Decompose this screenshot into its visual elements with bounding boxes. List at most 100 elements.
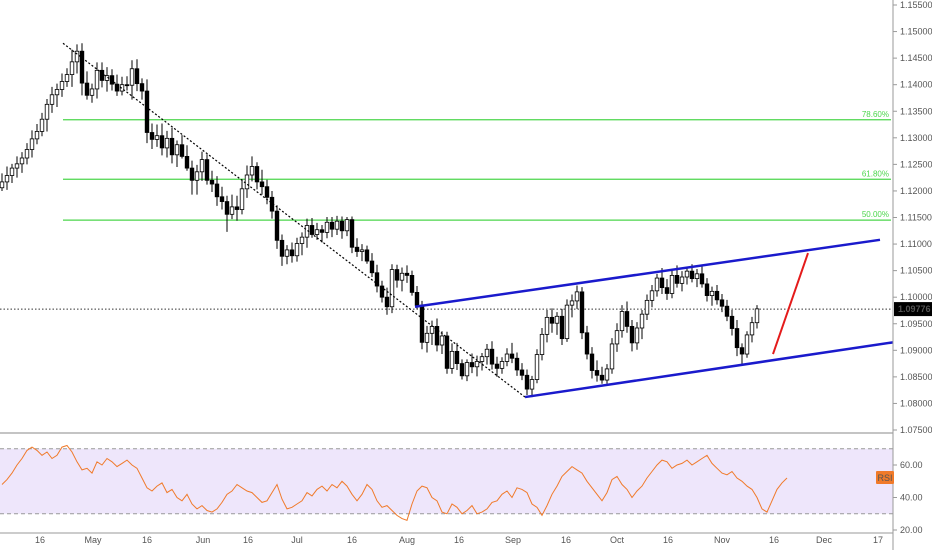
candle-down (259, 181, 265, 188)
rsi-label-badge (876, 471, 894, 484)
candle-down (159, 135, 165, 149)
candle-up (474, 361, 480, 368)
candle-up (539, 333, 545, 355)
candle-up (669, 275, 675, 294)
candle-up (429, 326, 435, 334)
candle-up (4, 175, 10, 183)
candle-down (99, 69, 105, 81)
candle-down (234, 206, 240, 210)
rsi-tick-label: 40.00 (900, 493, 923, 503)
candle-down (184, 156, 190, 169)
candle-up (324, 221, 330, 233)
candle-down (719, 299, 725, 307)
candle-down (209, 179, 215, 185)
candle-up (634, 327, 640, 344)
candle-down (524, 374, 530, 390)
candle-up (619, 311, 625, 332)
candle-up (359, 249, 365, 252)
price-tick-label: 1.11000 (900, 239, 932, 249)
candle-up (649, 290, 655, 301)
candle-down (189, 167, 195, 181)
candle-up (89, 88, 95, 96)
candle-up (504, 353, 510, 362)
candle-down (329, 221, 335, 230)
candle-up (614, 330, 620, 345)
candle-down (219, 196, 225, 202)
candle-down (354, 246, 360, 252)
candle-up (74, 50, 80, 63)
candle-down (584, 332, 590, 355)
candle-up (49, 94, 55, 105)
candle-up (174, 144, 180, 156)
candle-down (264, 186, 270, 198)
fib-level-label: 50.00% (862, 210, 889, 219)
candle-down (459, 363, 465, 377)
candle-up (564, 304, 570, 340)
rsi-tick-label: 20.00 (900, 525, 923, 535)
time-tick-label: 16 (142, 535, 152, 545)
candle-up (644, 299, 650, 315)
candle-down (444, 335, 450, 369)
current-price-label: 1.09776 (898, 304, 931, 314)
candle-up (484, 348, 490, 358)
candle-down (704, 283, 710, 296)
candle-up (609, 343, 615, 370)
candle-up (194, 171, 200, 181)
candle-down (394, 269, 400, 281)
time-tick-label: May (84, 535, 102, 545)
price-tick-label: 1.13500 (900, 106, 932, 116)
rsi-tick-label: 60.00 (900, 460, 923, 470)
candle-down (124, 84, 130, 87)
candle-down (144, 90, 150, 133)
fibonacci-levels: 78.60% 61.80% 50.00% (63, 110, 891, 221)
time-tick-label: 16 (35, 535, 45, 545)
candle-down (319, 229, 325, 233)
candle-up (694, 273, 700, 279)
candle-up (154, 135, 160, 140)
candle-down (454, 350, 460, 364)
candle-down (724, 305, 730, 317)
candle-up (244, 174, 250, 190)
candle-down (339, 220, 345, 232)
candle-down (404, 272, 410, 276)
price-tick-label: 1.08000 (900, 398, 932, 408)
candle-up (344, 219, 350, 232)
candle-up (199, 159, 205, 173)
candle-down (139, 83, 145, 92)
candle-up (439, 335, 445, 346)
candle-up (0, 181, 5, 189)
candle-up (679, 276, 685, 284)
candle-up (299, 236, 305, 244)
candle-up (749, 322, 755, 336)
candle-down (414, 292, 420, 306)
candle-down (279, 239, 285, 257)
price-tick-label: 1.09500 (900, 319, 932, 329)
candle-down (509, 353, 515, 359)
candle-down (689, 270, 695, 279)
price-tick-label: 1.14000 (900, 80, 932, 90)
candle-down (289, 249, 295, 257)
candle-up (639, 313, 645, 329)
candle-up (94, 69, 100, 90)
candle-up (684, 270, 690, 278)
channel-lower-line (524, 341, 894, 399)
candle-down (559, 315, 565, 340)
candle-down (734, 328, 740, 349)
candle-down (629, 326, 635, 344)
time-tick-label: Jun (196, 535, 211, 545)
price-tick-label: 1.10000 (900, 292, 932, 302)
candle-down (434, 326, 440, 346)
current-price-badge (894, 302, 932, 317)
candle-down (409, 275, 415, 293)
time-tick-label: 17 (873, 535, 883, 545)
candle-up (744, 334, 750, 355)
candle-up (569, 300, 575, 306)
candle-up (14, 163, 20, 169)
candle-down (79, 50, 85, 84)
projection-line (772, 252, 809, 355)
candle-up (64, 74, 70, 82)
candle-up (39, 118, 45, 132)
candle-up (54, 89, 60, 96)
time-tick-label: Nov (714, 535, 731, 545)
